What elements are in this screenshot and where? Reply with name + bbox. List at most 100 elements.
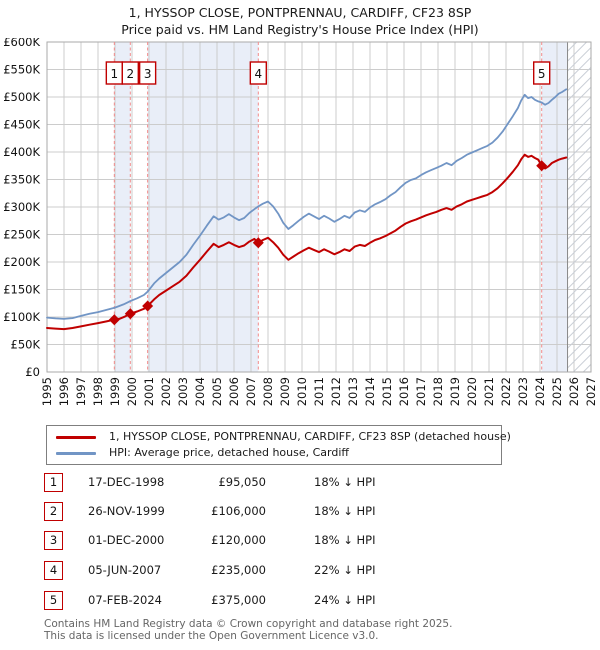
x-axis-tick-label: 1997: [74, 377, 88, 406]
row-number-badge: 3: [44, 531, 63, 550]
x-axis-tick-label: 2007: [244, 377, 258, 406]
future-region: [567, 42, 591, 372]
sale-flag-box: [121, 61, 140, 85]
x-axis-tick-label: 2014: [363, 377, 377, 406]
sale-diamond-marker: [142, 300, 154, 312]
x-axis-tick-label: 2020: [465, 377, 479, 406]
x-axis-tick-label: 2022: [499, 377, 513, 406]
x-axis-tick-label: 2015: [380, 377, 394, 406]
sale-flag-box: [138, 61, 157, 85]
legend-item-property: 1, HYSSOP CLOSE, PONTPRENNAU, CARDIFF, C…: [47, 429, 511, 445]
sale-flag-number: 4: [254, 67, 262, 81]
sale-diamond-marker: [108, 314, 120, 326]
row-number-badge: 2: [44, 502, 63, 521]
sale-price: £95,050: [218, 475, 266, 489]
y-axis-tick-label: £200K: [3, 255, 40, 269]
sale-diamond-marker: [536, 160, 548, 172]
sale-vs-hpi: 18% ↓ HPI: [314, 504, 376, 518]
row-number-badge: 5: [44, 591, 63, 610]
x-axis-tick-label: 2017: [414, 377, 428, 406]
x-axis-tick-label: 2002: [159, 377, 173, 406]
footer-line-1: Contains HM Land Registry data © Crown c…: [44, 618, 453, 630]
page-title: 1, HYSSOP CLOSE, PONTPRENNAU, CARDIFF, C…: [128, 5, 472, 20]
sale-date: 07-FEB-2024: [88, 593, 162, 607]
y-axis-tick-label: £300K: [3, 200, 40, 214]
x-axis-tick-label: 2000: [125, 377, 139, 406]
x-axis-tick-label: 2006: [227, 377, 241, 406]
x-axis-tick-label: 2001: [142, 377, 156, 406]
sale-flag-number: 2: [126, 67, 134, 81]
series-line: [46, 88, 568, 320]
sale-vs-hpi: 18% ↓ HPI: [314, 533, 376, 547]
y-axis-tick-label: £550K: [3, 63, 40, 77]
legend-label-property: 1, HYSSOP CLOSE, PONTPRENNAU, CARDIFF, C…: [109, 430, 511, 443]
sale-vs-hpi: 24% ↓ HPI: [314, 593, 376, 607]
x-axis-tick-label: 2018: [431, 377, 445, 406]
series-line: [46, 153, 568, 331]
y-axis-tick-label: £50K: [11, 338, 41, 352]
sale-vs-hpi: 22% ↓ HPI: [314, 563, 376, 577]
y-axis-tick-label: £400K: [3, 145, 40, 159]
sale-diamond-marker: [252, 237, 264, 249]
sale-point-diamonds: [108, 160, 548, 326]
x-axis-tick-label: 1996: [57, 377, 71, 406]
x-axis-tick-label: 2021: [482, 377, 496, 406]
x-axis-tick-label: 2016: [397, 377, 411, 406]
legend-item-hpi: HPI: Average price, detached house, Card…: [47, 445, 501, 461]
row-number-badge: 1: [44, 473, 63, 492]
table-row: 3 01-DEC-2000 £120,000 18% ↓ HPI: [44, 531, 464, 550]
y-axis-tick-label: £350K: [3, 173, 40, 187]
table-row: 1 17-DEC-1998 £95,050 18% ↓ HPI: [44, 473, 464, 492]
chart-header: 1, HYSSOP CLOSE, PONTPRENNAU, CARDIFF, C…: [0, 4, 600, 38]
x-axis-labels: 1995 1996 1997 1998 1999 2000 2001 2002 2003 2004…: [40, 377, 598, 406]
x-axis-tick-label: 1998: [91, 377, 105, 406]
sale-price: £120,000: [211, 533, 266, 547]
y-axis-tick-label: £600K: [3, 38, 40, 49]
x-axis-tick-label: 2003: [176, 377, 190, 406]
plot-border: [46, 41, 592, 373]
x-axis-tick-label: 2013: [346, 377, 360, 406]
y-axis-tick-label: £0: [25, 365, 40, 379]
blue-line-swatch: [56, 452, 96, 455]
sale-flag-number: 1: [110, 67, 118, 81]
y-axis-labels: £0 £50K £100K £150K £200K £250K £300K £350K £400…: [3, 38, 40, 379]
x-axis-tick-label: 2008: [261, 377, 275, 406]
y-axis-tick-label: £250K: [3, 228, 40, 242]
sale-flag-box: [249, 61, 268, 85]
x-axis-tick-label: 2010: [295, 377, 309, 406]
x-axis-tick-label: 2026: [567, 377, 581, 406]
x-axis-tick-label: 2024: [533, 377, 547, 406]
sale-date: 17-DEC-1998: [88, 475, 165, 489]
data-series-lines: [46, 88, 568, 331]
transactions-table: 1 17-DEC-1998 £95,050 18% ↓ HPI 2 26-NOV…: [44, 470, 464, 615]
x-axis-tick-label: 2012: [329, 377, 343, 406]
y-axis-tick-label: £100K: [3, 310, 40, 324]
x-axis-tick-label: 2027: [584, 377, 598, 406]
table-row: 2 26-NOV-1999 £106,000 18% ↓ HPI: [44, 502, 464, 521]
page-subtitle: Price paid vs. HM Land Registry's House …: [121, 22, 479, 37]
sale-vs-hpi: 18% ↓ HPI: [314, 475, 376, 489]
sale-flag-number: 3: [144, 67, 152, 81]
x-axis-tick-label: 2011: [312, 377, 326, 406]
sale-date: 05-JUN-2007: [88, 563, 162, 577]
x-axis-tick-label: 1999: [108, 377, 122, 406]
future-hatch-region: [567, 42, 591, 372]
sale-price: £235,000: [211, 563, 266, 577]
y-axis-tick-label: £450K: [3, 118, 40, 132]
sale-price: £106,000: [211, 504, 266, 518]
plot-frame: [46, 41, 592, 373]
sale-date: 01-DEC-2000: [88, 533, 165, 547]
sale-price: £375,000: [211, 593, 266, 607]
chart-legend: 1, HYSSOP CLOSE, PONTPRENNAU, CARDIFF, C…: [46, 425, 511, 465]
footer-line-2: This data is licensed under the Open Gov…: [44, 629, 379, 642]
row-number-badge: 4: [44, 561, 63, 580]
sale-flag-box: [533, 61, 551, 85]
table-row: 5 07-FEB-2024 £375,000 24% ↓ HPI: [44, 591, 464, 610]
x-axis-tick-label: 1995: [40, 377, 54, 406]
x-axis-tick-label: 2025: [550, 377, 564, 406]
legend-label-hpi: HPI: Average price, detached house, Card…: [109, 446, 349, 459]
y-axis-tick-label: £500K: [3, 90, 40, 104]
red-line-swatch: [56, 436, 96, 439]
